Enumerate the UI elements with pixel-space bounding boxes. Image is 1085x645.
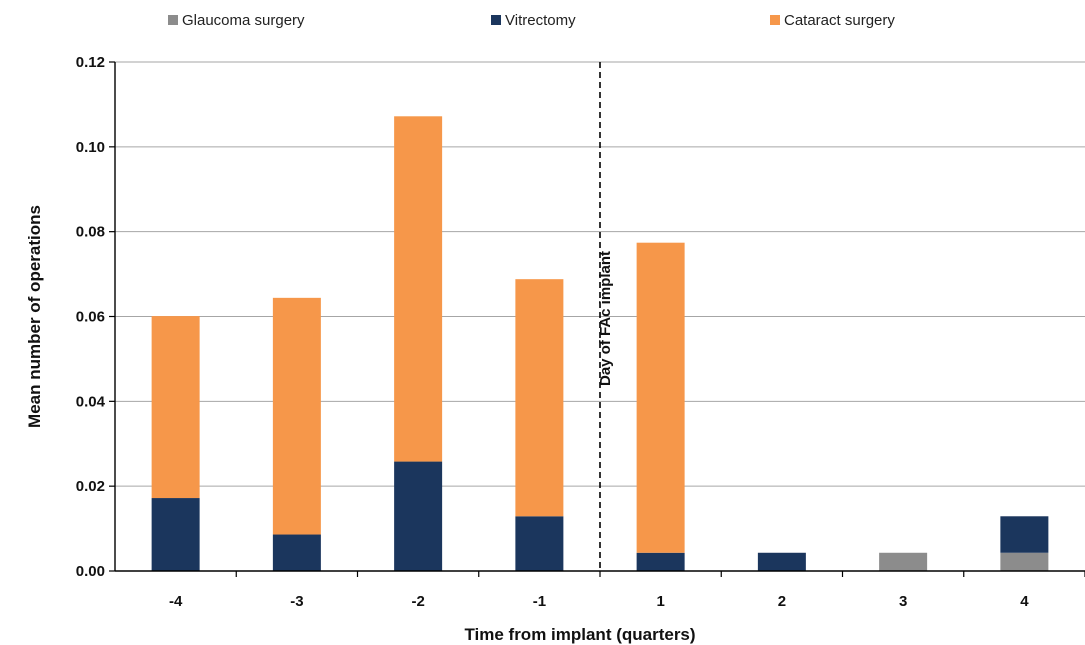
implant-day-label: Day of FAc implant	[597, 251, 614, 386]
x-tick-label: 2	[778, 593, 786, 610]
bar-segment	[879, 552, 928, 571]
legend-swatch	[491, 15, 501, 25]
x-tick-labels: -4 -3 -2 -1 1 2 3 4	[169, 593, 1029, 610]
x-tick-label: -1	[533, 593, 546, 610]
x-tick-label: 1	[656, 593, 664, 610]
x-tick-label: 4	[1020, 593, 1029, 610]
bar-segment	[272, 297, 321, 535]
y-tick-label: 0.10	[76, 139, 105, 156]
y-tick-label: 0.00	[76, 563, 105, 580]
y-tick-label: 0.06	[76, 309, 105, 326]
bar-segment	[151, 316, 200, 499]
legend-label: Cataract surgery	[784, 12, 895, 29]
y-tick-label: 0.08	[76, 224, 105, 241]
legend: Glaucoma surgery Vitrectomy Cataract surge…	[168, 12, 895, 29]
x-tick-label: -3	[290, 593, 303, 610]
x-tick-label: 3	[899, 593, 907, 610]
bar-segment	[1000, 552, 1049, 571]
y-tick-label: 0.04	[76, 393, 106, 410]
bar-segment	[757, 552, 806, 571]
axes	[109, 61, 1085, 577]
bar-segment	[515, 279, 564, 517]
bar-segment	[636, 242, 685, 553]
y-tick-label: 0.02	[76, 478, 105, 495]
bar-segment	[272, 534, 321, 571]
bars	[151, 116, 1049, 571]
legend-label: Vitrectomy	[505, 12, 576, 29]
legend-swatch	[770, 15, 780, 25]
x-tick-label: -4	[169, 593, 183, 610]
bar-segment	[394, 116, 443, 462]
legend-label: Glaucoma surgery	[182, 12, 305, 29]
x-tick-label: -2	[411, 593, 424, 610]
legend-swatch	[168, 15, 178, 25]
bar-segment	[394, 461, 443, 571]
x-axis-title: Time from implant (quarters)	[464, 625, 695, 644]
bar-segment	[515, 516, 564, 571]
bar-segment	[151, 498, 200, 571]
y-axis-title: Mean number of operations	[25, 205, 44, 428]
bar-segment	[636, 552, 685, 571]
y-tick-label: 0.12	[76, 54, 105, 71]
y-tick-labels: 0.00 0.02 0.04 0.06 0.08 0.10 0.12	[76, 54, 106, 580]
bar-segment	[1000, 516, 1049, 553]
